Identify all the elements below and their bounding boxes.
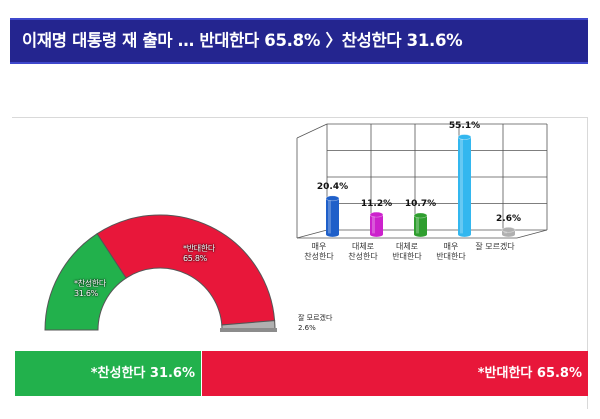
bar-somewhat-support: [369, 211, 384, 237]
bar-category-label: 잘 모르겠다: [475, 242, 515, 251]
chart-panel: [12, 117, 588, 409]
strip-support-label: *찬성한다 31.6%: [90, 366, 195, 381]
strip-support: *찬성한다 31.6%: [15, 351, 201, 396]
strip-oppose: *반대한다 65.8%: [202, 351, 588, 396]
gauge-label-support-value: 31.6%: [74, 289, 98, 298]
bar-chart-grid: [296, 123, 548, 239]
gauge-label-unsure-name: 잘 모르겠다: [298, 314, 333, 322]
gauge-label-oppose: *반대한다 65.8%: [183, 244, 215, 264]
gauge-chart: [44, 214, 277, 332]
gauge-label-oppose-name: *반대한다: [183, 244, 215, 253]
bar-value-label: 20.4%: [316, 182, 349, 193]
bar-chart-3d: [296, 123, 548, 239]
gauge-label-unsure: 잘 모르겠다 2.6%: [298, 313, 332, 333]
gauge-label-support: *찬성한다 31.6%: [74, 279, 106, 299]
bar-category-label: 대체로 찬성한다: [348, 242, 378, 261]
bar-strongly-oppose: [457, 134, 472, 237]
bar-category-label: 매우 반대한다: [436, 242, 466, 261]
bar-strongly-support: [325, 195, 340, 237]
gauge-label-unsure-value: 2.6%: [298, 324, 316, 332]
bar-category-label: 대체로 반대한다: [392, 242, 422, 261]
gauge-unsure-base: [220, 328, 277, 332]
headline-text: 이재명 대통령 재 출마 … 반대한다 65.8% 〉찬성한다 31.6%: [22, 31, 463, 50]
gauge-label-oppose-value: 65.8%: [183, 254, 207, 263]
bar-somewhat-oppose: [413, 212, 428, 237]
bar-category-label: 매우 찬성한다: [304, 242, 334, 261]
bar-value-label: 10.7%: [404, 199, 437, 210]
strip-oppose-label: *반대한다 65.8%: [477, 366, 582, 381]
gauge-slice-oppose: [96, 214, 276, 326]
gauge-label-support-name: *찬성한다: [74, 279, 106, 288]
bar-value-label: 11.2%: [360, 198, 393, 209]
bar-value-label: 55.1%: [448, 121, 481, 132]
headline-banner: 이재명 대통령 재 출마 … 반대한다 65.8% 〉찬성한다 31.6%: [10, 18, 588, 64]
bar-unsure: [501, 227, 516, 237]
bar-value-label: 2.6%: [496, 213, 521, 224]
